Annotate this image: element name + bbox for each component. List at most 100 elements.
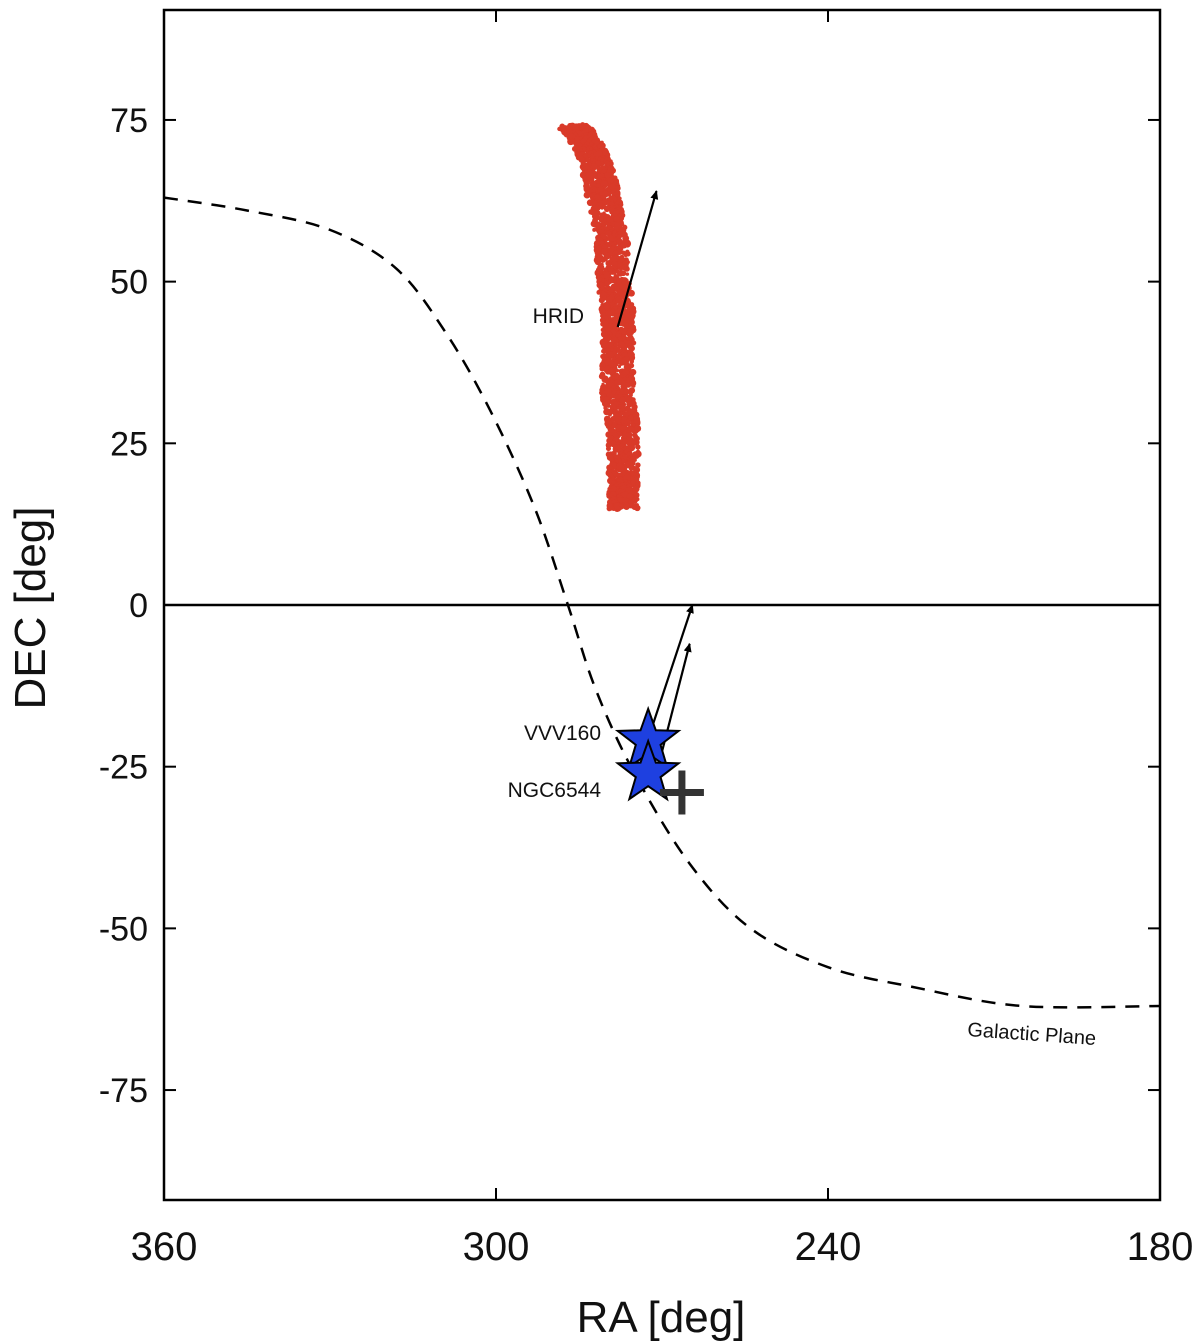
hrid-stream-point	[611, 480, 616, 485]
hrid-stream-point	[583, 184, 590, 191]
hrid-stream-point	[633, 466, 641, 474]
hrid-stream-point	[615, 190, 621, 196]
proper-motion-arrow	[616, 190, 659, 328]
hrid-stream-point	[631, 384, 636, 388]
hrid-stream-point	[625, 382, 632, 388]
hrid-stream-point	[595, 160, 602, 167]
hrid-stream-point	[623, 252, 628, 258]
hrid-stream-point	[605, 230, 612, 237]
y-tick-label: 50	[110, 264, 148, 302]
hrid-stream-point	[621, 271, 626, 277]
galactic-plane-label: Galactic Plane	[967, 1019, 1097, 1050]
hrid-stream-point	[627, 350, 635, 359]
hrid-stream-point	[596, 228, 603, 235]
hrid-stream-point	[612, 432, 619, 438]
hrid-stream-point	[599, 191, 603, 196]
hrid-stream-point	[615, 210, 620, 215]
hrid-stream-point	[602, 375, 609, 383]
x-tick-label: 360	[131, 1225, 198, 1269]
hrid-stream-point	[600, 180, 608, 188]
cluster-star-marker	[614, 738, 682, 802]
hrid-stream-point	[626, 400, 633, 408]
cluster-label-ngc6544: NGC6544	[508, 779, 602, 802]
hrid-stream-point	[595, 273, 600, 278]
hrid-stream-point	[615, 459, 619, 464]
hrid-stream-point	[594, 175, 599, 180]
stream-label-hrid: HRID	[533, 305, 584, 328]
hrid-stream-point	[617, 364, 622, 369]
y-tick-label: 75	[110, 102, 148, 140]
hrid-stream-point	[582, 176, 589, 183]
y-axis-ticks: 75 50 25 0 -25 -50 -75	[99, 102, 1160, 1110]
hrid-stream-point	[620, 381, 627, 388]
hrid-stream-point	[595, 155, 599, 160]
hrid-stream-point	[633, 500, 637, 504]
hrid-stream-point	[607, 409, 613, 415]
hrid-stream-point	[623, 388, 630, 395]
y-tick-label: -75	[99, 1072, 148, 1110]
hrid-stream-point	[621, 458, 626, 463]
y-tick-label: -25	[99, 749, 148, 787]
hrid-stream-point	[634, 438, 638, 442]
hrid-stream-point	[569, 140, 574, 146]
x-tick-label: 240	[795, 1225, 862, 1269]
hrid-stream-point	[629, 359, 635, 364]
hrid-stream-point	[608, 412, 612, 417]
x-axis-label: RA [deg]	[577, 1293, 746, 1342]
plot-content	[164, 122, 1160, 1009]
hrid-stream-point	[604, 205, 610, 211]
hrid-stream-point	[635, 444, 641, 450]
y-axis-label: DEC [deg]	[6, 507, 55, 710]
hrid-stream-point	[614, 379, 622, 386]
hrid-stream-point	[602, 401, 609, 408]
hrid-stream-point	[589, 193, 594, 198]
hrid-stream-point	[627, 343, 634, 350]
hrid-stream-point	[634, 454, 639, 459]
cluster-label-vvv160: VVV160	[524, 722, 601, 745]
hrid-stream-point	[595, 215, 601, 221]
hrid-stream-point	[628, 289, 635, 297]
hrid-stream-point	[628, 465, 635, 471]
hrid-stream-point	[603, 252, 611, 260]
hrid-stream-point	[613, 343, 619, 348]
hrid-stream-point	[599, 366, 605, 372]
hrid-stream-point	[621, 491, 629, 499]
hrid-stream-point	[606, 502, 613, 509]
hrid-stream-point	[603, 302, 611, 310]
hrid-stream-point	[619, 396, 626, 404]
x-tick-label: 180	[1127, 1225, 1194, 1269]
y-tick-label: -50	[99, 910, 148, 948]
galactic-plane-curve	[164, 196, 1160, 1009]
hrid-stream-point	[613, 448, 618, 453]
hrid-stream-point	[617, 196, 622, 201]
hrid-stream-point	[605, 327, 612, 333]
hrid-stream-point	[630, 324, 637, 331]
hrid-stream-point	[620, 222, 625, 227]
hrid-stream-point	[612, 366, 617, 371]
x-tick-label: 300	[463, 1225, 530, 1269]
hrid-stream-point	[603, 280, 610, 287]
x-axis-ticks: 360 300 240 180	[131, 10, 1194, 1269]
hrid-stream-point	[632, 423, 636, 427]
hrid-stream-point	[612, 270, 617, 276]
hrid-stream-point	[618, 503, 623, 508]
hrid-stream-point	[615, 368, 620, 373]
hrid-stream-point	[625, 272, 630, 276]
hrid-stream-point	[610, 165, 615, 171]
hrid-stream-point	[599, 371, 606, 378]
hrid-stream-point	[634, 495, 638, 499]
hrid-stream-point	[607, 384, 611, 389]
hrid-stream-point	[585, 157, 591, 163]
hrid-stream-point	[617, 344, 622, 349]
hrid-stream-point	[601, 248, 608, 255]
hrid-stream-point	[633, 485, 640, 493]
hrid-stream-point	[630, 315, 635, 320]
hrid-stream-point	[631, 503, 638, 511]
hrid-stream-point	[609, 162, 614, 167]
hrid-stream	[557, 122, 642, 513]
hrid-stream-point	[596, 289, 602, 295]
hrid-stream-point	[621, 231, 628, 239]
hrid-stream-point	[624, 264, 628, 268]
hrid-stream-point	[603, 322, 608, 327]
